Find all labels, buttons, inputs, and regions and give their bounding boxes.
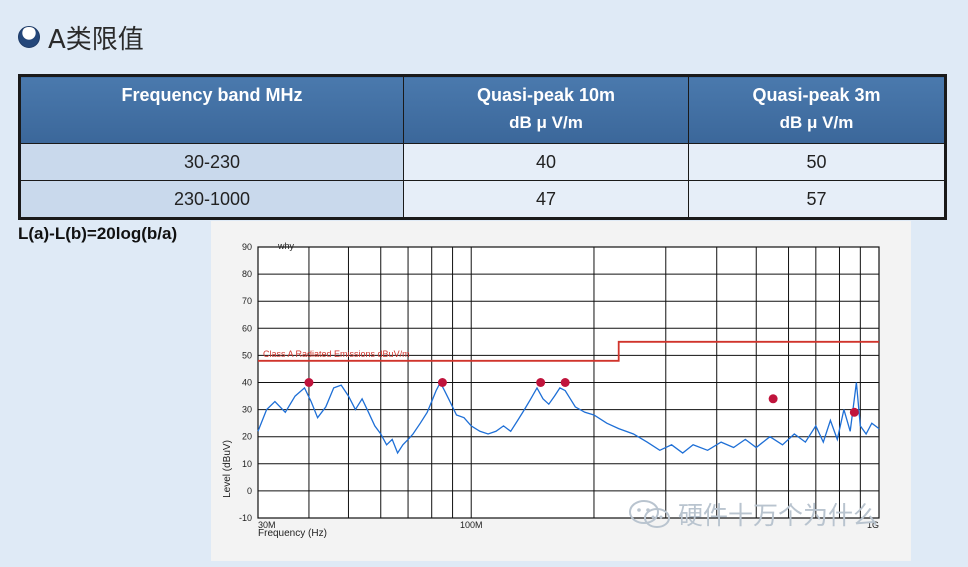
cell-band: 30-230 [19, 143, 404, 181]
limit-line-label: Class A Radiated Emissions dBuV/m [263, 349, 410, 359]
table-row: 230-1000 47 57 [19, 180, 946, 219]
cell-band: 230-1000 [19, 180, 404, 219]
emissions-chart-svg: 90 80 70 60 50 40 30 20 10 0 -10 30M 100M 1G why Lev… [222, 241, 880, 539]
bullet-icon [18, 26, 40, 48]
slide-title-text: A类限值 [48, 24, 144, 55]
y-tick-label: 60 [242, 323, 252, 333]
cell-3m: 57 [688, 180, 946, 219]
peak-marker [536, 378, 546, 387]
limits-table: Frequency band MHz Quasi-peak 10m dB μ V… [18, 74, 947, 220]
cell-3m: 50 [688, 143, 946, 181]
peak-marker [304, 378, 314, 387]
y-tick-label: 0 [247, 486, 252, 496]
peak-marker [768, 394, 778, 404]
peak-marker [849, 407, 859, 417]
cell-10m: 40 [403, 143, 689, 181]
peak-marker [437, 378, 447, 387]
wechat-icon [629, 500, 670, 528]
x-axis-label: Frequency (Hz) [258, 528, 327, 539]
header-quasi-peak-10m: Quasi-peak 10m dB μ V/m [403, 75, 689, 144]
y-tick-label: 10 [242, 459, 252, 469]
y-tick-label: 40 [242, 378, 252, 388]
slide-title: A类限值 [18, 20, 144, 55]
y-tick-label: 80 [242, 269, 252, 279]
measurement-series [257, 381, 880, 455]
watermark: 硬件十万个为什么 [628, 496, 878, 532]
table-header-row: Frequency band MHz Quasi-peak 10m dB μ V… [19, 75, 946, 144]
y-tick-label: 20 [242, 432, 252, 442]
limit-line [258, 340, 879, 362]
corner-label: why [277, 241, 295, 251]
formula-text: L(a)-L(b)=20log(b/a) [18, 224, 178, 243]
y-tick-labels: 90 80 70 60 50 40 30 20 10 0 -10 [239, 242, 252, 523]
y-tick-label: -10 [239, 513, 252, 523]
watermark-text: 硬件十万个为什么 [678, 501, 879, 530]
cell-10m: 47 [403, 180, 689, 219]
x-tick-label: 100M [460, 520, 483, 530]
y-axis-label: Level (dBuV) [222, 440, 233, 498]
y-tick-label: 30 [242, 405, 252, 415]
x-tick-label: 1G [867, 520, 879, 530]
header-quasi-peak-3m: Quasi-peak 3m dB μ V/m [688, 75, 946, 144]
peak-markers [304, 378, 859, 417]
peak-marker [560, 378, 570, 387]
header-frequency-band: Frequency band MHz [19, 75, 404, 144]
x-tick-labels: 30M 100M 1G [258, 520, 879, 530]
y-tick-label: 70 [242, 296, 252, 306]
y-tick-label: 90 [242, 242, 252, 252]
table-row: 30-230 40 50 [19, 143, 946, 181]
emissions-chart: 90 80 70 60 50 40 30 20 10 0 -10 30M 100M 1G why Lev… [211, 221, 911, 561]
x-tick-label: 30M [258, 520, 276, 530]
y-tick-label: 50 [242, 350, 252, 360]
